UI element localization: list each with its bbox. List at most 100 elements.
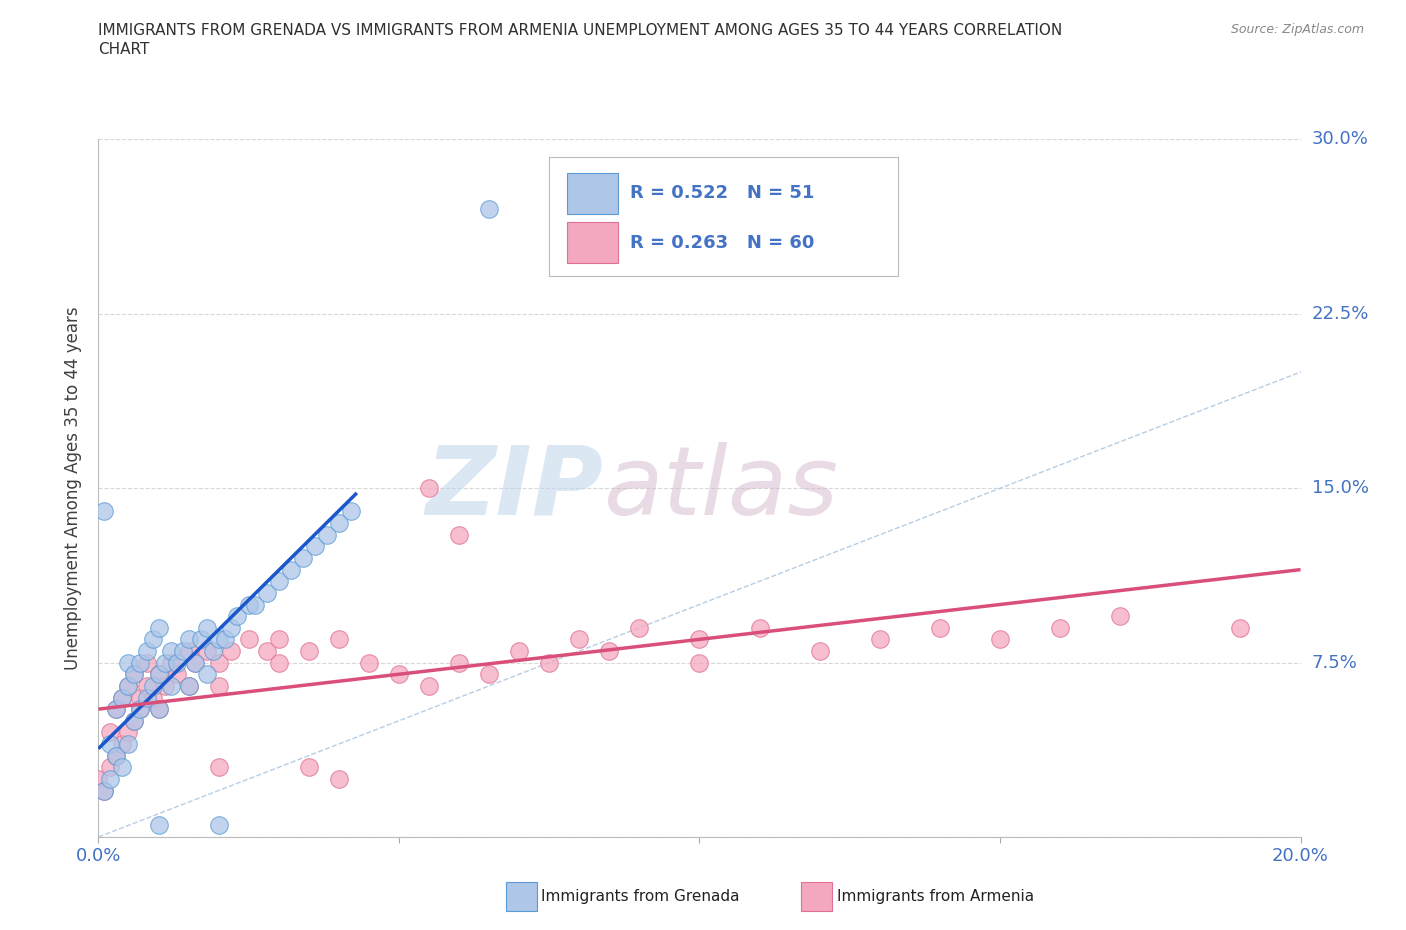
Point	[148, 620, 170, 635]
Point	[195, 620, 218, 635]
Point	[190, 632, 212, 647]
Point	[280, 562, 302, 577]
Point	[135, 690, 157, 705]
Point	[267, 655, 290, 670]
FancyBboxPatch shape	[567, 173, 617, 214]
Point	[148, 667, 170, 682]
Point	[304, 539, 326, 554]
Point	[100, 737, 122, 751]
Point	[388, 667, 411, 682]
Point	[568, 632, 591, 647]
Point	[929, 620, 952, 635]
Point	[598, 644, 620, 658]
Point	[100, 725, 122, 740]
Point	[111, 760, 134, 775]
Point	[988, 632, 1011, 647]
Text: Immigrants from Grenada: Immigrants from Grenada	[541, 889, 740, 904]
FancyBboxPatch shape	[550, 157, 898, 275]
FancyBboxPatch shape	[567, 222, 617, 263]
Text: Immigrants from Armenia: Immigrants from Armenia	[837, 889, 1033, 904]
Point	[117, 679, 139, 694]
Point	[135, 644, 157, 658]
Point	[238, 597, 260, 612]
Point	[177, 644, 200, 658]
Point	[357, 655, 380, 670]
Point	[267, 632, 290, 647]
Point	[225, 609, 247, 624]
Point	[141, 679, 163, 694]
Point	[172, 644, 194, 658]
Point	[219, 644, 242, 658]
Point	[124, 713, 146, 728]
Point	[148, 701, 170, 716]
Point	[688, 655, 710, 670]
Text: Source: ZipAtlas.com: Source: ZipAtlas.com	[1230, 23, 1364, 36]
Point	[628, 620, 651, 635]
Text: 30.0%: 30.0%	[1312, 130, 1368, 149]
Point	[328, 632, 350, 647]
Point	[291, 551, 314, 565]
Point	[124, 713, 146, 728]
Point	[177, 679, 200, 694]
Point	[124, 667, 146, 682]
Point	[418, 679, 440, 694]
Text: atlas: atlas	[603, 442, 838, 535]
Point	[141, 632, 163, 647]
Point	[183, 655, 205, 670]
Point	[135, 655, 157, 670]
Point	[93, 504, 115, 519]
Point	[447, 527, 470, 542]
Point	[148, 818, 170, 833]
Text: ZIP: ZIP	[426, 442, 603, 535]
Point	[219, 620, 242, 635]
Point	[117, 655, 139, 670]
Point	[177, 679, 200, 694]
Point	[153, 655, 176, 670]
Point	[100, 772, 122, 787]
Point	[129, 690, 152, 705]
Text: 22.5%: 22.5%	[1312, 305, 1369, 323]
Point	[166, 655, 188, 670]
Point	[105, 701, 128, 716]
Point	[129, 655, 152, 670]
Point	[688, 632, 710, 647]
Point	[148, 701, 170, 716]
Text: 15.0%: 15.0%	[1312, 479, 1368, 498]
Text: IMMIGRANTS FROM GRENADA VS IMMIGRANTS FROM ARMENIA UNEMPLOYMENT AMONG AGES 35 TO: IMMIGRANTS FROM GRENADA VS IMMIGRANTS FR…	[98, 23, 1063, 38]
Point	[748, 620, 770, 635]
Point	[208, 632, 231, 647]
Text: 7.5%: 7.5%	[1312, 654, 1358, 671]
Point	[159, 644, 181, 658]
Point	[238, 632, 260, 647]
Y-axis label: Unemployment Among Ages 35 to 44 years: Unemployment Among Ages 35 to 44 years	[65, 307, 83, 670]
Point	[208, 760, 231, 775]
Point	[166, 667, 188, 682]
Point	[148, 667, 170, 682]
Point	[117, 737, 139, 751]
Point	[214, 632, 236, 647]
Point	[105, 748, 128, 763]
Point	[508, 644, 530, 658]
Point	[340, 504, 363, 519]
Text: R = 0.522   N = 51: R = 0.522 N = 51	[630, 184, 814, 202]
Point	[117, 679, 139, 694]
Point	[298, 760, 321, 775]
Point	[447, 655, 470, 670]
Point	[159, 679, 181, 694]
Point	[135, 679, 157, 694]
Point	[328, 772, 350, 787]
Point	[153, 679, 176, 694]
Point	[195, 667, 218, 682]
Point	[256, 644, 278, 658]
Point	[105, 748, 128, 763]
Point	[141, 690, 163, 705]
Point	[1229, 620, 1251, 635]
Text: R = 0.263   N = 60: R = 0.263 N = 60	[630, 233, 814, 252]
Point	[159, 655, 181, 670]
Point	[87, 772, 110, 787]
Point	[111, 690, 134, 705]
Point	[124, 667, 146, 682]
Point	[117, 725, 139, 740]
Point	[93, 783, 115, 798]
Point	[208, 655, 231, 670]
